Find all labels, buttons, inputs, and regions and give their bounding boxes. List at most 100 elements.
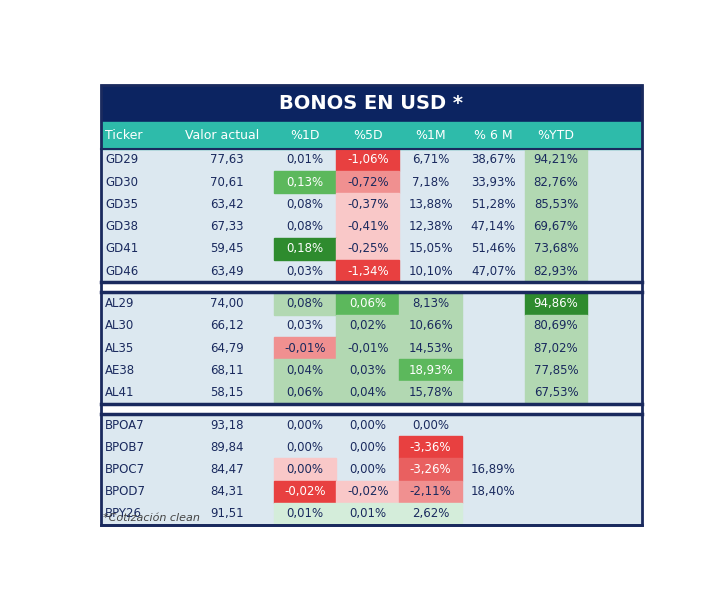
- Text: -2,11%: -2,11%: [410, 485, 452, 498]
- Text: AL30: AL30: [105, 319, 135, 332]
- Text: 93,18: 93,18: [211, 418, 244, 431]
- Bar: [525, 260, 587, 282]
- Text: 74,00: 74,00: [211, 297, 244, 310]
- Text: 70,61: 70,61: [211, 176, 244, 188]
- Text: Ticker: Ticker: [105, 129, 143, 142]
- Bar: [101, 215, 641, 238]
- Text: 77,85%: 77,85%: [534, 364, 578, 377]
- Bar: [399, 503, 462, 525]
- Text: GD29: GD29: [105, 154, 138, 167]
- Text: 10,66%: 10,66%: [408, 319, 453, 332]
- Bar: [337, 171, 399, 193]
- Text: 15,78%: 15,78%: [408, 386, 452, 399]
- Text: 0,00%: 0,00%: [287, 441, 324, 454]
- Bar: [399, 381, 462, 404]
- Text: 18,93%: 18,93%: [408, 364, 452, 377]
- Text: GD46: GD46: [105, 265, 138, 278]
- Text: -0,25%: -0,25%: [347, 242, 389, 256]
- Bar: [337, 481, 399, 503]
- Text: 82,76%: 82,76%: [534, 176, 578, 188]
- Text: %5D: %5D: [353, 129, 382, 142]
- Text: Valor actual: Valor actual: [185, 129, 259, 142]
- Text: 69,67%: 69,67%: [534, 220, 578, 233]
- Text: 0,03%: 0,03%: [349, 364, 387, 377]
- Text: 87,02%: 87,02%: [534, 342, 578, 354]
- Text: 0,02%: 0,02%: [349, 319, 387, 332]
- Text: 18,40%: 18,40%: [471, 485, 515, 498]
- Text: 0,06%: 0,06%: [349, 297, 387, 310]
- Text: AL35: AL35: [105, 342, 135, 354]
- Bar: [399, 359, 462, 381]
- Text: 59,45: 59,45: [211, 242, 244, 256]
- Text: -3,36%: -3,36%: [410, 441, 451, 454]
- Text: 0,01%: 0,01%: [349, 508, 387, 520]
- Text: 7,18%: 7,18%: [412, 176, 449, 188]
- Text: 82,93%: 82,93%: [534, 265, 578, 278]
- Bar: [337, 149, 399, 171]
- Text: %1M: %1M: [416, 129, 446, 142]
- Text: 0,01%: 0,01%: [287, 154, 324, 167]
- Text: 58,15: 58,15: [211, 386, 244, 399]
- Text: 67,33: 67,33: [211, 220, 244, 233]
- Text: GD38: GD38: [105, 220, 138, 233]
- Text: 6,71%: 6,71%: [412, 154, 449, 167]
- Bar: [337, 215, 399, 238]
- Bar: [101, 260, 641, 282]
- Bar: [101, 414, 641, 436]
- Text: 84,31: 84,31: [211, 485, 244, 498]
- Text: -0,37%: -0,37%: [347, 198, 389, 211]
- Bar: [101, 458, 641, 481]
- Bar: [337, 292, 399, 315]
- Text: -0,02%: -0,02%: [347, 485, 389, 498]
- Text: 91,51: 91,51: [211, 508, 244, 520]
- Bar: [525, 238, 587, 260]
- Text: 16,89%: 16,89%: [471, 463, 515, 476]
- Bar: [399, 292, 462, 315]
- Text: 0,00%: 0,00%: [349, 441, 387, 454]
- Bar: [274, 292, 337, 315]
- Bar: [525, 215, 587, 238]
- Bar: [274, 238, 337, 260]
- Bar: [101, 315, 641, 337]
- Text: 89,84: 89,84: [211, 441, 244, 454]
- Text: *Cotización clean: *Cotización clean: [103, 512, 200, 523]
- Text: 51,28%: 51,28%: [471, 198, 515, 211]
- Bar: [337, 337, 399, 359]
- Bar: [101, 149, 641, 171]
- Text: 2,62%: 2,62%: [412, 508, 449, 520]
- Text: BPOB7: BPOB7: [105, 441, 145, 454]
- Text: 66,12: 66,12: [210, 319, 244, 332]
- Bar: [337, 193, 399, 215]
- Text: 73,68%: 73,68%: [534, 242, 578, 256]
- Text: 33,93%: 33,93%: [471, 176, 515, 188]
- Bar: [101, 481, 641, 503]
- Text: 8,13%: 8,13%: [412, 297, 449, 310]
- Bar: [101, 282, 641, 292]
- Bar: [101, 121, 641, 149]
- Bar: [101, 359, 641, 381]
- Text: 84,47: 84,47: [211, 463, 244, 476]
- Bar: [337, 503, 399, 525]
- Text: 0,04%: 0,04%: [349, 386, 387, 399]
- Text: GD41: GD41: [105, 242, 138, 256]
- Text: 0,08%: 0,08%: [287, 198, 324, 211]
- Text: %1D: %1D: [290, 129, 320, 142]
- Bar: [101, 171, 641, 193]
- Bar: [274, 337, 337, 359]
- Text: -1,34%: -1,34%: [347, 265, 389, 278]
- Bar: [525, 315, 587, 337]
- Bar: [525, 337, 587, 359]
- Text: AL29: AL29: [105, 297, 135, 310]
- Text: 94,21%: 94,21%: [534, 154, 578, 167]
- Bar: [101, 238, 641, 260]
- Bar: [274, 359, 337, 381]
- Bar: [399, 436, 462, 458]
- Bar: [101, 503, 641, 525]
- Bar: [101, 292, 641, 315]
- Text: 0,06%: 0,06%: [287, 386, 324, 399]
- Bar: [101, 436, 641, 458]
- Text: 0,00%: 0,00%: [412, 418, 449, 431]
- Text: 38,67%: 38,67%: [471, 154, 515, 167]
- Bar: [337, 260, 399, 282]
- Text: 14,53%: 14,53%: [408, 342, 452, 354]
